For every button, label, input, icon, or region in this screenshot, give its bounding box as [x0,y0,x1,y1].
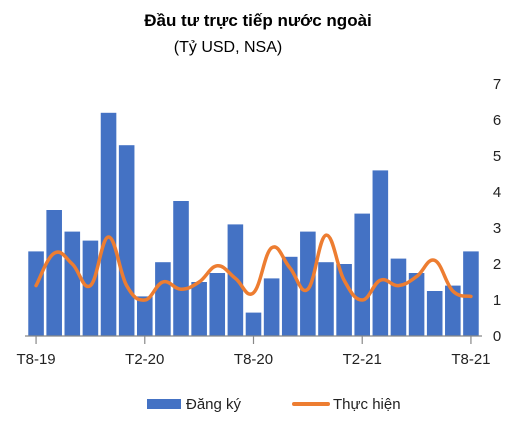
y-tick-label: 6 [493,112,501,129]
x-tick-label: T2-20 [125,351,164,368]
bar-T9-19 [46,210,62,336]
y-tick-label: 7 [493,76,501,93]
bar-T12-20 [318,262,334,336]
bar-T8-19 [28,251,44,336]
x-tick-label: T8-20 [234,351,273,368]
chart-subtitle: (Tỷ USD, NSA) [174,39,282,56]
bar-T5-21 [408,273,425,336]
bars-layer [28,112,479,336]
legend-label-thuc-hien: Thực hiện [333,396,401,413]
bar-T6-20 [209,273,226,336]
series-line-thuc-hien [34,233,473,302]
legend-swatch-dang-ky [147,399,181,409]
bar-T2-20 [136,296,153,336]
bar-T4-21 [390,258,407,336]
x-tick-label: T8-21 [451,351,490,368]
bar-T2-21 [354,213,371,336]
line-layer [34,233,473,302]
bar-T11-20 [300,231,316,336]
bar-T1-20 [118,145,135,336]
bar-T8-20 [245,312,262,336]
chart-title: Đầu tư trực tiếp nước ngoài [144,11,372,30]
bar-T12-19 [100,112,117,336]
bar-T1-21 [336,264,352,336]
bar-T4-20 [173,201,189,336]
bar-T3-21 [372,170,389,336]
x-tick-label: T8-19 [16,351,55,368]
y-ticks: 0 1 2 3 4 5 6 7 [493,76,501,345]
y-tick-label: 3 [493,220,501,237]
y-tick-label: 5 [493,148,501,165]
y-tick-label: 2 [493,256,501,273]
bar-T9-20 [263,278,280,336]
x-ticks: T8-19 T2-20 T8-20 T2-21 T8-21 [16,336,491,368]
bar-T6-21 [426,291,443,336]
bar-T5-20 [191,282,207,336]
bar-T8-21 [463,251,479,336]
y-tick-label: 1 [493,292,501,309]
x-tick-label: T2-21 [343,351,382,368]
legend: Đăng ký Thực hiện [147,396,401,413]
bar-T3-20 [155,262,171,336]
legend-label-dang-ky: Đăng ký [186,396,242,413]
y-tick-label: 0 [493,328,501,345]
bar-T11-19 [82,240,99,336]
bar-T7-21 [445,285,461,336]
bar-T10-19 [64,231,81,336]
y-tick-label: 4 [493,184,501,201]
